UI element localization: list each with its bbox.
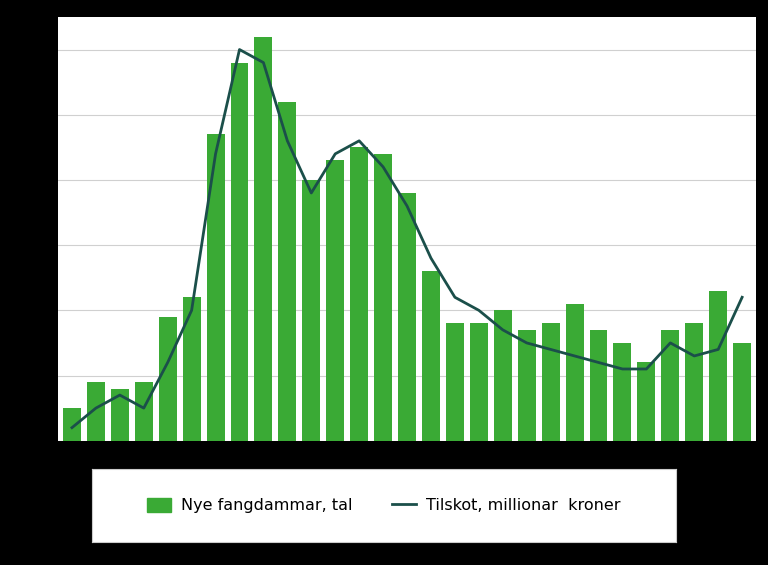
Bar <box>733 343 751 441</box>
Bar <box>614 343 631 441</box>
Bar <box>398 193 416 441</box>
Bar <box>63 408 81 441</box>
Bar <box>590 330 607 441</box>
Bar <box>207 134 224 441</box>
Bar <box>350 147 368 441</box>
Bar <box>709 291 727 441</box>
Bar <box>254 37 273 441</box>
Bar <box>87 382 105 441</box>
Bar <box>494 310 511 441</box>
Bar <box>661 330 679 441</box>
Bar <box>565 304 584 441</box>
Bar <box>135 382 153 441</box>
Bar <box>518 330 536 441</box>
Bar <box>685 323 703 441</box>
Bar <box>470 323 488 441</box>
Bar <box>159 317 177 441</box>
Bar <box>230 63 249 441</box>
Bar <box>278 102 296 441</box>
Bar <box>303 180 320 441</box>
Bar <box>326 160 344 441</box>
Bar <box>637 363 655 441</box>
Bar <box>374 154 392 441</box>
Bar <box>111 389 129 441</box>
Bar <box>446 323 464 441</box>
Bar <box>422 271 440 441</box>
Legend: Nye fangdammar, tal, Tilskot, millionar  kroner: Nye fangdammar, tal, Tilskot, millionar … <box>141 492 627 520</box>
Bar <box>183 297 200 441</box>
Bar <box>541 323 560 441</box>
